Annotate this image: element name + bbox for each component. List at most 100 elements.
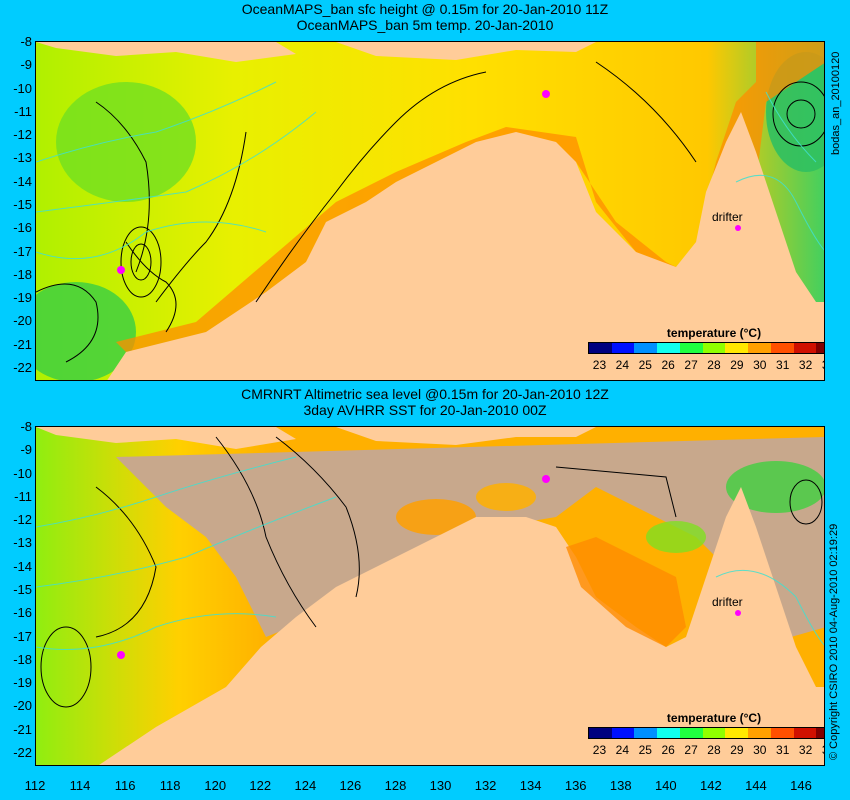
bottom-australia-land <box>99 487 824 765</box>
bottom-sst-patch <box>396 499 476 535</box>
bottom-sst-patch <box>476 483 536 511</box>
colorbar-swatch <box>634 343 658 353</box>
top-colorbar-title: temperature (°C) <box>666 326 762 340</box>
colorbar-swatch <box>634 728 658 738</box>
top-northern-islands <box>36 42 296 62</box>
bottom-title-line2: 3day AVHRR SST for 20-Jan-2010 00Z <box>303 402 547 418</box>
latitude-tick-label: -20 <box>13 313 32 329</box>
latitude-tick-label: -19 <box>13 290 32 306</box>
latitude-tick-label: -18 <box>13 266 32 282</box>
top-isotherm-lines <box>36 81 824 260</box>
colorbar-swatch <box>589 343 612 353</box>
bottom-drifter-marker[interactable] <box>542 475 550 483</box>
colorbar-swatch <box>657 728 680 738</box>
top-colorbar-strip <box>588 342 824 354</box>
colorbar-tick-label: 23 <box>592 358 607 372</box>
colorbar-swatch <box>793 343 817 353</box>
longitude-tick-label: 142 <box>700 778 722 793</box>
latitude-tick-label: -10 <box>13 465 32 481</box>
top-drifter-marker[interactable] <box>735 225 741 231</box>
latitude-tick-label: -9 <box>20 57 32 73</box>
longitude-tick-label: 146 <box>790 778 812 793</box>
colorbar-swatch <box>725 728 749 738</box>
bottom-temperature-map[interactable]: drifter temperature (°C) 23 24 25 26 27 28 29 3… <box>35 426 825 766</box>
top-drifter-marker[interactable] <box>117 266 125 274</box>
bottom-sea-level-contours <box>40 436 823 708</box>
colorbar-tick-label: 31 <box>776 743 790 757</box>
latitude-tick-label: -18 <box>13 651 32 667</box>
colorbar-tick-label: 32 <box>798 743 813 757</box>
bottom-sst-patch <box>646 521 706 553</box>
longitude-tick-label: 114 <box>69 778 91 793</box>
colorbar-swatch <box>611 728 635 738</box>
latitude-tick-label: -15 <box>13 582 32 597</box>
longitude-tick-label: 112 <box>24 778 46 793</box>
latitude-tick-label: -11 <box>14 103 32 119</box>
latitude-tick-label: -14 <box>13 558 32 574</box>
longitude-tick-label: 128 <box>384 778 407 793</box>
colorbar-tick-label: 32 <box>798 358 813 372</box>
colorbar-swatch <box>679 728 703 738</box>
colorbar-swatch <box>748 343 771 353</box>
top-side-note: bodas_an_20100120 <box>830 51 842 155</box>
colorbar-tick-label: 27 <box>684 743 698 757</box>
latitude-tick-label: -16 <box>13 605 32 621</box>
colorbar-swatch <box>589 728 612 738</box>
longitude-tick-label: 134 <box>519 778 542 793</box>
latitude-tick-label: -21 <box>13 721 32 737</box>
colorbar-tick-label: 26 <box>661 743 675 757</box>
colorbar-tick-label: 28 <box>707 358 721 372</box>
colorbar-swatch <box>679 343 703 353</box>
top-australia-land <box>107 112 824 380</box>
colorbar-tick-label: 25 <box>638 743 652 757</box>
colorbar-tick-label: 24 <box>615 743 630 757</box>
bottom-isotherm-lines <box>36 456 824 650</box>
colorbar-tick-label: 23 <box>592 743 607 757</box>
longitude-tick-label: 132 <box>474 778 497 793</box>
latitude-tick-label: -17 <box>13 628 32 644</box>
colorbar-tick-label: 29 <box>730 743 744 757</box>
longitude-tick-label: 136 <box>564 778 587 793</box>
latitude-tick-label: -13 <box>13 150 32 166</box>
colorbar-swatch <box>725 343 749 353</box>
colorbar-tick-label: 29 <box>730 358 744 372</box>
longitude-tick-label: 140 <box>654 778 677 793</box>
longitude-tick-label: 130 <box>429 778 452 793</box>
longitude-tick-label: 126 <box>339 778 362 793</box>
bottom-colorbar-strip <box>588 727 824 739</box>
colorbar-tick-label: 25 <box>638 358 652 372</box>
bottom-side-note: © Copyright CSIRO 2010 04-Aug-2010 02:19… <box>828 523 840 760</box>
colorbar-swatch <box>657 343 680 353</box>
bottom-drifter-marker[interactable] <box>735 610 741 616</box>
latitude-tick-label: -14 <box>13 173 32 189</box>
bottom-drifter-marker[interactable] <box>117 651 125 659</box>
colorbar-swatch <box>702 728 726 738</box>
latitude-tick-label: -11 <box>14 488 32 504</box>
latitude-tick-label: -13 <box>13 535 32 551</box>
top-title-line2: OceanMAPS_ban 5m temp. 20-Jan-2010 <box>296 17 554 33</box>
latitude-tick-label: -17 <box>13 243 32 259</box>
top-cool-patch <box>56 82 196 202</box>
latitude-tick-label: -8 <box>20 419 32 434</box>
colorbar-swatch <box>816 728 824 738</box>
latitude-tick-label: -10 <box>13 80 32 96</box>
colorbar-tick-label: 33 <box>817 358 824 372</box>
latitude-tick-label: -22 <box>13 360 32 375</box>
longitude-tick-label: 118 <box>159 778 181 793</box>
colorbar-tick-label: 33 <box>817 743 824 757</box>
latitude-tick-label: -8 <box>20 34 32 49</box>
longitude-tick-label: 138 <box>609 778 632 793</box>
top-cool-patch <box>36 282 136 380</box>
colorbar-tick-label: 30 <box>753 743 767 757</box>
colorbar-swatch <box>748 728 771 738</box>
longitude-tick-label: 120 <box>204 778 227 793</box>
bottom-sst-patch <box>726 461 824 513</box>
latitude-tick-label: -12 <box>13 127 32 143</box>
colorbar-swatch <box>816 343 824 353</box>
top-temperature-map[interactable]: drifter temperature (°C) 23 24 25 26 27 28 29 3… <box>35 41 825 381</box>
bottom-title-line1: CMRNRT Altimetric sea level @0.15m for 2… <box>241 386 609 402</box>
top-drifter-marker[interactable] <box>542 90 550 98</box>
latitude-tick-label: -22 <box>13 745 32 760</box>
latitude-tick-label: -15 <box>13 197 32 212</box>
bottom-northern-islands <box>336 427 596 445</box>
